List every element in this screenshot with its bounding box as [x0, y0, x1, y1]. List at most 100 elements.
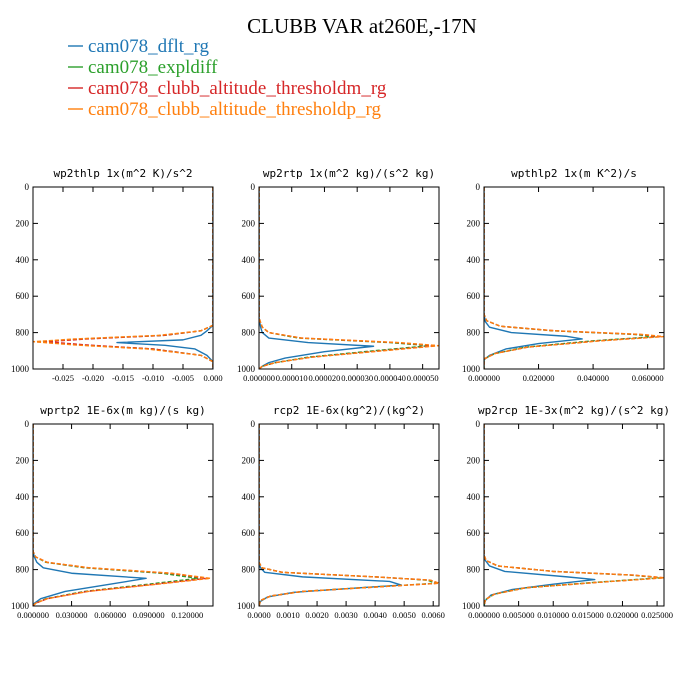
x-tick-label: 0.0030: [334, 610, 357, 620]
y-tick-label: 600: [467, 528, 481, 538]
chart-title: CLUBB VAR at260E,-17N: [247, 14, 477, 38]
x-tick-label: -0.015: [112, 373, 134, 383]
x-tick-label: 0.015000: [572, 610, 604, 620]
y-tick-label: 1000: [462, 601, 481, 611]
y-tick-label: 200: [242, 218, 256, 228]
x-tick-label: 0.000000: [17, 610, 49, 620]
y-tick-label: 200: [16, 218, 30, 228]
y-tick-label: 600: [467, 291, 481, 301]
legend-label-0: cam078_dflt_rg: [88, 36, 210, 57]
y-tick-label: 800: [467, 328, 481, 338]
x-tick-label: 0.120000: [171, 610, 203, 620]
series-line-2: [484, 424, 664, 606]
x-tick-label: -0.020: [82, 373, 104, 383]
panel-grid: wp2thlp 1x(m^2 K)/s^2 0 200 400 600 800 1000 -0…: [11, 167, 673, 620]
x-tick-label: 0.0000: [247, 610, 270, 620]
x-tick-label: 0.000000: [468, 610, 500, 620]
y-tick-label: 600: [242, 528, 256, 538]
x-tick-label: 0.010000: [537, 610, 569, 620]
x-tick-label: 0.000000: [243, 373, 275, 383]
x-tick-label: 0.005000: [503, 610, 535, 620]
x-tick-label: 0.020000: [523, 373, 555, 383]
x-tick-label: 0.000050: [407, 373, 439, 383]
y-tick-label: 400: [242, 492, 256, 502]
legend-label-3: cam078_clubb_altitude_thresholdp_rg: [88, 99, 382, 120]
y-tick-label: 0: [476, 182, 481, 192]
y-tick-label: 400: [242, 255, 256, 265]
plot-frame: [258, 423, 440, 607]
series-line-0: [484, 424, 596, 606]
y-tick-label: 400: [16, 492, 30, 502]
series-line-3: [259, 187, 439, 369]
series-line-1: [484, 424, 662, 606]
y-tick-label: 400: [467, 255, 481, 265]
panel-2: wpthlp2 1x(m K^2)/s 0 200 400 600 800 10000.00…: [462, 167, 665, 383]
legend: cam078_dflt_rgcam078_expldiffcam078_club…: [68, 36, 387, 120]
y-tick-label: 0: [25, 182, 30, 192]
panel-title: rcp2 1E-6x(kg^2)/(kg^2): [273, 404, 425, 417]
y-tick-label: 800: [467, 565, 481, 575]
panel-title: wprtp2 1E-6x(m kg)/(s kg): [40, 404, 206, 417]
y-tick-label: 0: [476, 419, 481, 429]
y-tick-label: 200: [467, 218, 481, 228]
plot-frame: [258, 186, 440, 370]
plot-frame: [32, 423, 214, 607]
series-line-0: [484, 187, 583, 369]
y-tick-label: 800: [16, 565, 30, 575]
profile-group: [259, 187, 439, 369]
y-tick-label: 400: [467, 492, 481, 502]
panel-title: wp2rcp 1E-3x(m^2 kg)/(s^2 kg): [478, 404, 670, 417]
y-tick-label: 1000: [237, 601, 256, 611]
panel-title: wpthlp2 1x(m K^2)/s: [511, 167, 637, 180]
y-tick-label: 0: [25, 419, 30, 429]
y-tick-label: 800: [16, 328, 30, 338]
x-tick-label: 0.090000: [133, 610, 165, 620]
series-line-2: [259, 187, 437, 369]
y-tick-label: 200: [242, 455, 256, 465]
panel-0: wp2thlp 1x(m^2 K)/s^2 0 200 400 600 800 1000 -0…: [11, 167, 223, 383]
series-line-0: [259, 424, 402, 606]
y-tick-label: 1000: [11, 364, 30, 374]
series-line-1: [484, 187, 657, 369]
panel-5: wp2rcp 1E-3x(m^2 kg)/(s^2 kg) 0 200 400 600 8…: [462, 404, 673, 620]
x-tick-label: 0.000: [203, 373, 222, 383]
series-line-3: [259, 424, 439, 606]
series-line-2: [484, 187, 662, 369]
x-tick-label: 0.0060: [422, 610, 445, 620]
series-line-3: [484, 187, 664, 369]
y-tick-label: 200: [467, 455, 481, 465]
profile-group: [484, 424, 664, 606]
x-tick-label: 0.020000: [607, 610, 639, 620]
x-tick-label: 0.025000: [641, 610, 673, 620]
profile-group: [484, 187, 664, 369]
x-tick-label: 0.060000: [94, 610, 126, 620]
series-line-1: [259, 187, 430, 369]
profile-group: [259, 424, 439, 606]
x-tick-label: 0.000030: [341, 373, 373, 383]
x-tick-label: 0.0040: [363, 610, 386, 620]
profile-group: [33, 187, 213, 369]
x-tick-label: 0.000000: [468, 373, 500, 383]
profile-group: [33, 424, 212, 606]
y-tick-label: 600: [242, 291, 256, 301]
x-tick-label: -0.005: [172, 373, 194, 383]
legend-label-2: cam078_clubb_altitude_thresholdm_rg: [88, 78, 387, 99]
x-tick-label: 0.000010: [276, 373, 308, 383]
x-tick-label: 0.0020: [305, 610, 328, 620]
plot-frame: [483, 186, 665, 370]
x-tick-label: 0.060000: [632, 373, 664, 383]
y-tick-label: 800: [242, 328, 256, 338]
x-tick-label: -0.025: [52, 373, 74, 383]
series-line-0: [33, 424, 147, 606]
y-tick-label: 800: [242, 565, 256, 575]
panel-3: wprtp2 1E-6x(m kg)/(s kg) 0 200 400 600 800 10…: [11, 404, 214, 620]
series-line-3: [33, 424, 212, 606]
plot-frame: [483, 423, 665, 607]
y-tick-label: 0: [251, 419, 256, 429]
panel-title: wp2thlp 1x(m^2 K)/s^2: [53, 167, 192, 180]
x-tick-label: 0.000040: [374, 373, 406, 383]
y-tick-label: 1000: [11, 601, 30, 611]
x-tick-label: -0.010: [142, 373, 164, 383]
x-tick-label: 0.0050: [392, 610, 415, 620]
